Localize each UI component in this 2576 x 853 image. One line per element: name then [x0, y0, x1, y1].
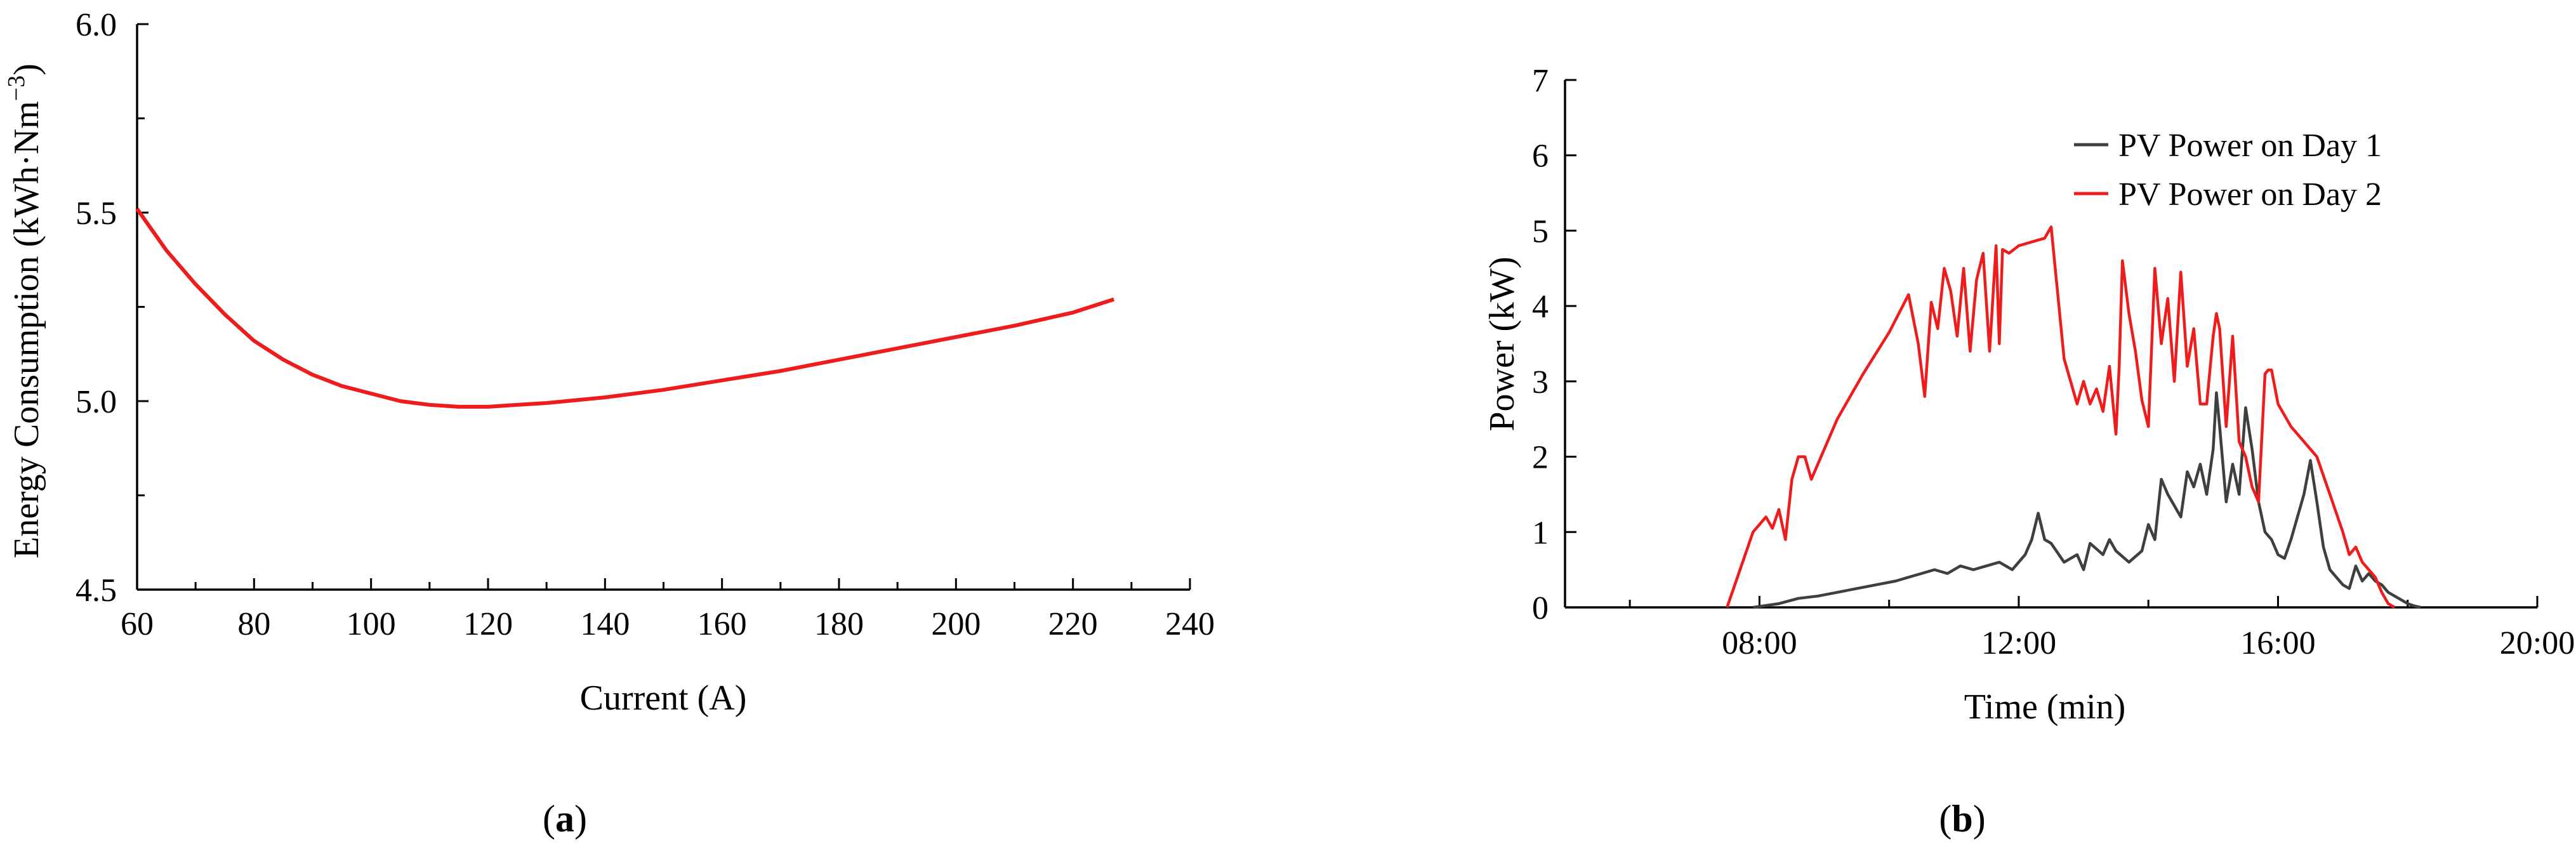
- panel-b-y-tick-label: 6: [1532, 138, 1549, 175]
- panel-a-x-tick-label: 180: [814, 606, 864, 642]
- panel-b-label-close: ): [1973, 798, 1986, 840]
- panel-b-series-line-1: [1726, 225, 2396, 609]
- panel-a-chart: 4.5 5.0 5.5 6.0 60 80 100 120 140 160 180 200 220 24…: [3, 7, 1215, 840]
- panel-b-y-tick-label: 2: [1532, 440, 1549, 476]
- panel-a-x-tick-label: 100: [347, 606, 396, 642]
- panel-b-x-tick-label: 20:00: [2500, 625, 2575, 661]
- legend-label-day2: PV Power on Day 2: [2118, 176, 2382, 213]
- panel-a-x-axis-title: Current (A): [580, 678, 747, 718]
- panel-b-y-axis-title: Power (kW): [1483, 256, 1522, 431]
- panel-a-y-axis-title-sup: −3: [3, 76, 30, 101]
- panel-b-label: (b): [1939, 798, 1985, 840]
- panel-a-label-letter: a: [555, 798, 574, 840]
- panel-a-y-axis-title-close: ): [7, 63, 46, 76]
- panel-b-label-letter: b: [1952, 798, 1972, 840]
- panel-b-y-ticks: 0 1 2 3 4 5 6 7: [1532, 63, 1576, 626]
- panel-a-x-tick-label: 220: [1048, 606, 1098, 642]
- panel-a-y-tick-label: 6.0: [76, 7, 117, 43]
- panel-a-x-tick-label: 80: [237, 606, 270, 642]
- panel-a-y-axis-title: Energy Consumption (kWh·Nm−3): [3, 63, 46, 559]
- panel-b-x-tick-label: 08:00: [1722, 625, 1797, 661]
- panel-b-chart: 0 1 2 3 4 5 6 7 08:00 12:00 16:00 20:00 PV Power o…: [1483, 63, 2575, 840]
- panel-b-y-tick-label: 7: [1532, 63, 1549, 99]
- panel-b-x-tick-label: 16:00: [2240, 625, 2315, 661]
- panel-b-x-tick-label: 12:00: [1981, 625, 2056, 661]
- panel-b-legend: PV Power on Day 1 PV Power on Day 2: [2074, 128, 2382, 213]
- panel-b-x-axis-title: Time (min): [1964, 687, 2126, 727]
- panel-a-y-tick-label: 5.0: [76, 384, 117, 420]
- panel-a-x-tick-label: 140: [580, 606, 630, 642]
- panel-a-x-tick-label: 200: [931, 606, 981, 642]
- panel-b-y-tick-label: 3: [1532, 364, 1549, 400]
- panel-a-y-tick-label: 4.5: [76, 572, 117, 609]
- panel-b-y-tick-label: 1: [1532, 515, 1549, 551]
- panel-a-y-axis-title-main: Energy Consumption (kWh·Nm: [7, 101, 46, 559]
- panel-a-x-tick-label: 60: [121, 606, 154, 642]
- panel-a-label-close: ): [574, 798, 587, 840]
- panel-b-series-line-0: [1752, 391, 2421, 609]
- panel-a-x-ticks: 60 80 100 120 140 160 180 200 220 240: [121, 578, 1215, 642]
- panel-b-x-ticks: 08:00 12:00 16:00 20:00: [1628, 596, 2575, 661]
- panel-a-x-tick-label: 120: [463, 606, 513, 642]
- panel-a-y-ticks: 4.5 5.0 5.5 6.0: [76, 7, 149, 609]
- panel-a-x-tick-label: 240: [1165, 606, 1215, 642]
- legend-label-day1: PV Power on Day 1: [2118, 128, 2382, 164]
- panel-b-label-open: (: [1939, 798, 1952, 840]
- panel-a-y-tick-label: 5.5: [76, 195, 117, 232]
- panel-b-y-tick-label: 5: [1532, 213, 1549, 249]
- panel-a-series: [135, 208, 1115, 409]
- panel-b-y-tick-label: 0: [1532, 590, 1549, 626]
- panel-b-y-tick-label: 4: [1532, 289, 1549, 325]
- panel-b-series: [1726, 225, 2421, 609]
- panel-a-x-tick-label: 160: [697, 606, 747, 642]
- panel-a-series-line-0: [135, 208, 1115, 409]
- panel-a-label-open: (: [543, 798, 555, 840]
- panel-a-label: (a): [543, 798, 587, 840]
